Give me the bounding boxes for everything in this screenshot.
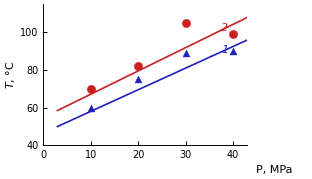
Point — [231, 33, 236, 36]
Point — [88, 106, 93, 109]
Point — [136, 65, 141, 68]
Text: 1: 1 — [221, 45, 228, 55]
Point — [88, 88, 93, 90]
Point — [183, 52, 188, 55]
Point — [136, 78, 141, 81]
Text: P, MPa: P, MPa — [256, 165, 292, 175]
Point — [231, 50, 236, 53]
Y-axis label: $T$, °C: $T$, °C — [4, 61, 17, 89]
Point — [183, 21, 188, 24]
Text: 2: 2 — [221, 23, 228, 33]
